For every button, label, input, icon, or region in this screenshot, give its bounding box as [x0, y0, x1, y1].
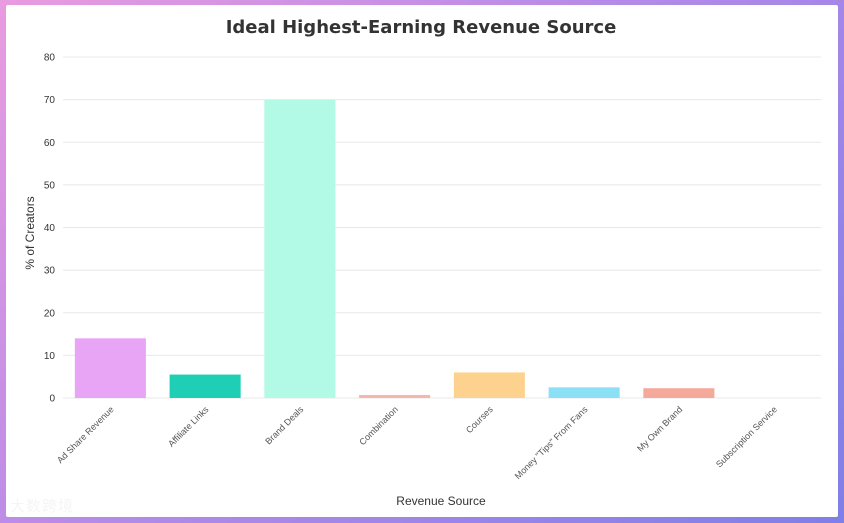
- y-tick-label: 20: [44, 308, 56, 319]
- x-tick-label: Affiliate Links: [166, 404, 211, 449]
- bar-affiliate-links: [169, 374, 241, 398]
- y-axis-ticks: 0 10 20 30 40 50 60 70 80: [44, 53, 56, 405]
- x-tick-label: Courses: [464, 404, 495, 435]
- x-tick-label: Combination: [357, 404, 400, 447]
- x-tick-label: Brand Deals: [263, 404, 305, 446]
- chart-title: Ideal Highest-Earning Revenue Source: [226, 17, 617, 38]
- bar-ad-share-revenue: [74, 338, 146, 398]
- y-tick-label: 0: [49, 394, 55, 405]
- y-tick-label: 10: [44, 351, 56, 362]
- x-axis-ticks: Ad Share Revenue Affiliate Links Brand Dea…: [55, 404, 779, 481]
- bars: [74, 99, 715, 398]
- x-tick-label: Ad Share Revenue: [55, 404, 116, 465]
- watermark: 大数跨境: [10, 498, 75, 515]
- x-tick-label: Subscription Service: [714, 404, 779, 469]
- bar-chart: Ideal Highest-Earning Revenue Source 0 10…: [23, 17, 821, 508]
- y-tick-label: 80: [44, 53, 56, 64]
- gridlines: [63, 56, 821, 399]
- y-tick-label: 30: [44, 266, 56, 277]
- bar-my-own-brand: [643, 388, 715, 398]
- x-tick-label: My Own Brand: [635, 404, 684, 453]
- bar-combination: [359, 395, 431, 398]
- y-tick-label: 70: [44, 95, 56, 106]
- bar-money-tips-from-fans: [548, 387, 620, 398]
- y-axis-label: % of Creators: [23, 196, 37, 269]
- bar-courses: [453, 372, 525, 398]
- bar-brand-deals: [264, 99, 336, 398]
- y-tick-label: 60: [44, 138, 56, 149]
- y-tick-label: 50: [44, 180, 56, 191]
- x-tick-label: Money "Tips" From Fans: [513, 404, 590, 481]
- y-tick-label: 40: [44, 223, 56, 234]
- chart-card: Ideal Highest-Earning Revenue Source 0 10…: [6, 5, 838, 517]
- x-axis-label: Revenue Source: [396, 494, 486, 508]
